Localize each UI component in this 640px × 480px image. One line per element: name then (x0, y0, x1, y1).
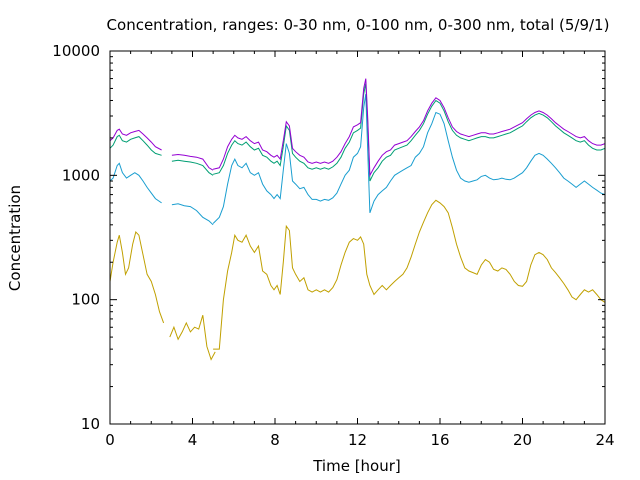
x-tick-label: 24 (595, 431, 614, 449)
y-tick-label: 10 (81, 415, 100, 433)
series-3-line-segment-1 (109, 134, 162, 156)
series-2-line-segment-3 (212, 94, 606, 224)
series-3-line-segment-2 (171, 159, 214, 176)
x-axis-label: Time [hour] (312, 457, 401, 475)
series-4-line-segment-3 (212, 78, 606, 178)
y-tick-label: 1000 (62, 166, 100, 184)
series-4-line-segment-2 (171, 153, 214, 171)
y-tick-label: 10000 (52, 42, 100, 60)
x-tick-label: 12 (348, 431, 367, 449)
series-1-line-segment-2 (169, 315, 216, 361)
series-2-line-segment-1 (109, 162, 162, 204)
series-2-line-segment-2 (171, 203, 214, 226)
chart-title: Concentration, ranges: 0-30 nm, 0-100 nm… (107, 16, 610, 34)
x-tick-label: 8 (270, 431, 280, 449)
series-1-line-segment-3 (213, 199, 606, 350)
series-1-line-segment-1 (109, 231, 165, 324)
x-tick-label: 4 (188, 431, 198, 449)
series-layer (109, 78, 606, 361)
y-tick-label: 100 (71, 291, 100, 309)
x-tick-label: 0 (105, 431, 115, 449)
series-4-line-segment-1 (109, 128, 162, 151)
series-3-line-segment-3 (212, 83, 606, 182)
x-tick-label: 16 (430, 431, 449, 449)
plot-frame (109, 50, 606, 425)
tick-layer: 0 4 8 12 16 20 24 10 100 1000 10000 (52, 42, 614, 449)
x-tick-label: 20 (513, 431, 532, 449)
y-axis-label: Concentration (6, 185, 24, 291)
